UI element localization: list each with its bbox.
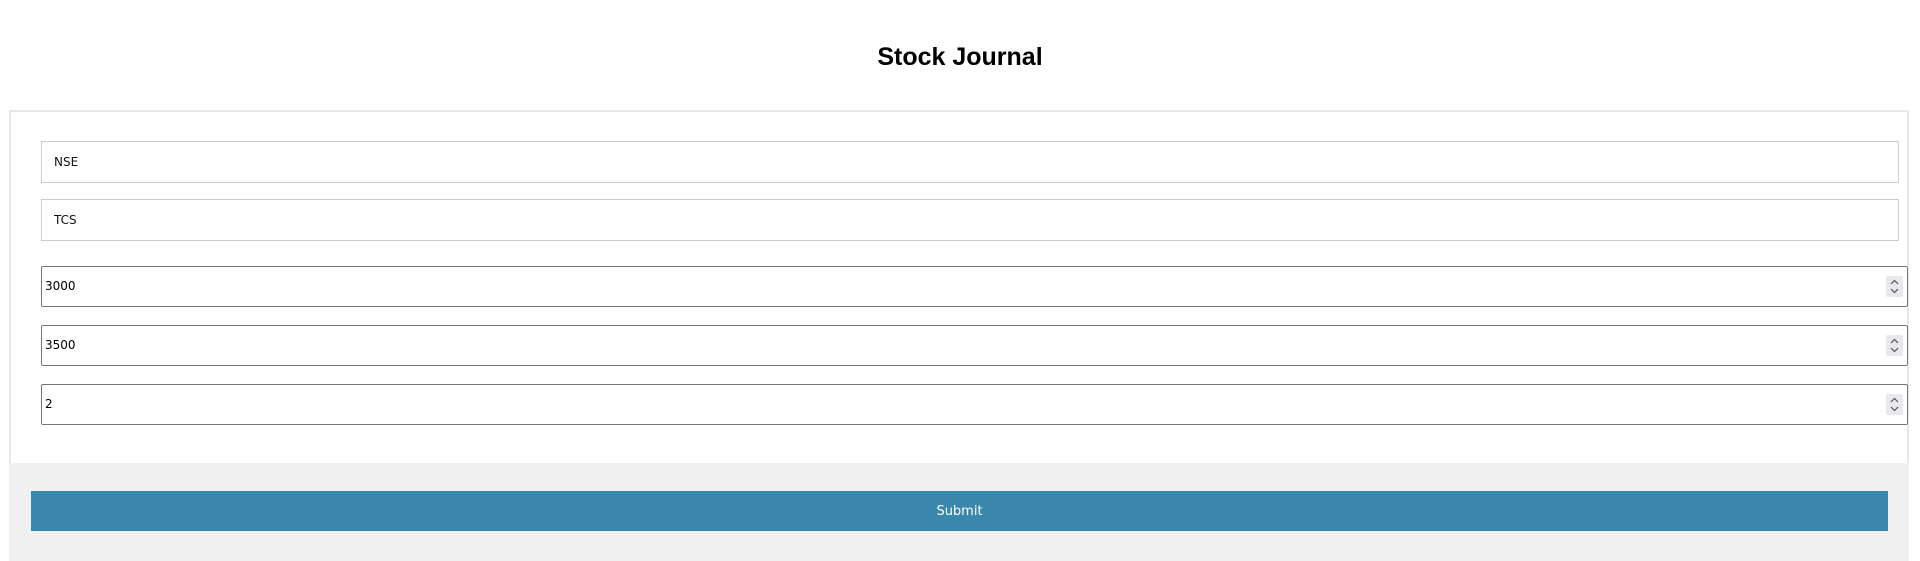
symbol-input[interactable] [41, 199, 1899, 241]
submit-button[interactable]: Submit [31, 491, 1888, 531]
page-title: Stock Journal [877, 43, 1043, 71]
quantity-stepper-icon[interactable] [1886, 394, 1903, 415]
stock-journal-form: 3000 3500 2 [9, 110, 1909, 560]
sell-price-stepper-icon[interactable] [1886, 335, 1903, 356]
quantity-input[interactable]: 2 [41, 384, 1908, 425]
sell-price-value: 3500 [45, 338, 76, 352]
buy-price-value: 3000 [45, 279, 76, 293]
buy-price-input[interactable]: 3000 [41, 266, 1908, 307]
quantity-value: 2 [45, 397, 53, 411]
exchange-input[interactable] [41, 141, 1899, 183]
sell-price-input[interactable]: 3500 [41, 325, 1908, 366]
buy-price-stepper-icon[interactable] [1886, 276, 1903, 297]
